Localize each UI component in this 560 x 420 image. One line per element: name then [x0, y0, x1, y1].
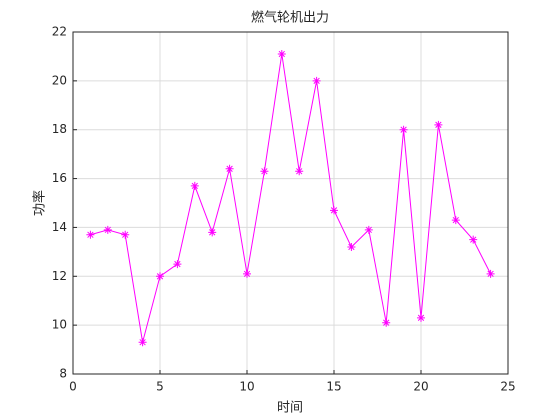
marker: [382, 318, 391, 327]
marker: [208, 228, 217, 237]
marker: [225, 164, 234, 173]
marker: [173, 260, 182, 269]
chart-title: 燃气轮机出力: [251, 10, 329, 26]
marker: [364, 225, 373, 234]
x-axis-label: 时间: [277, 401, 303, 416]
marker: [434, 120, 443, 129]
y-tick-label: 16: [52, 171, 67, 185]
marker: [295, 167, 304, 176]
marker: [451, 216, 460, 225]
x-tick-label: 10: [239, 380, 254, 394]
marker: [138, 338, 147, 347]
marker: [243, 269, 251, 278]
y-tick-label: 10: [52, 318, 67, 332]
marker: [399, 125, 408, 134]
marker: [156, 272, 164, 281]
marker: [486, 269, 495, 278]
y-tick-label: 8: [59, 367, 67, 381]
marker: [469, 235, 478, 244]
y-tick-label: 14: [52, 220, 67, 234]
marker: [260, 167, 269, 176]
marker: [190, 181, 199, 190]
axes-box: [72, 31, 509, 375]
series-line: [90, 53, 492, 343]
marker: [330, 206, 338, 215]
x-tick-label: 15: [326, 380, 341, 394]
x-tick-label: 20: [413, 380, 428, 394]
x-tick-label: 25: [500, 380, 515, 394]
y-axis-label: 功率: [32, 190, 48, 216]
plot-area: [73, 32, 508, 374]
marker: [347, 242, 356, 251]
marker: [277, 49, 286, 58]
marker: [417, 313, 425, 322]
marker: [121, 230, 130, 239]
x-tick-label: 5: [156, 380, 164, 394]
y-tick-label: 20: [52, 73, 67, 87]
y-tick-label: 18: [52, 122, 67, 136]
marker: [312, 76, 321, 85]
marker: [86, 230, 95, 239]
y-tick-label: 12: [52, 269, 67, 283]
y-tick-label: 22: [52, 25, 67, 39]
x-tick-label: 0: [69, 380, 77, 394]
marker: [103, 225, 112, 234]
